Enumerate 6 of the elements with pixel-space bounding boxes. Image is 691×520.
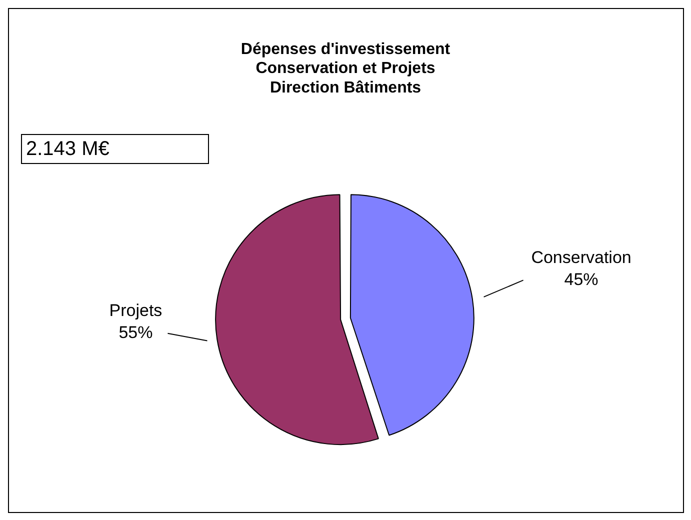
data-label: 55% [118,323,153,342]
data-label: 45% [564,270,598,289]
slice-label: Conservation [531,248,632,267]
chart-title: Dépenses d'investissement Conservation et Projets Direction Bâtiments [240,41,451,96]
text: 2.143 M€ [21,134,209,164]
slice-label: Projets [109,301,162,320]
